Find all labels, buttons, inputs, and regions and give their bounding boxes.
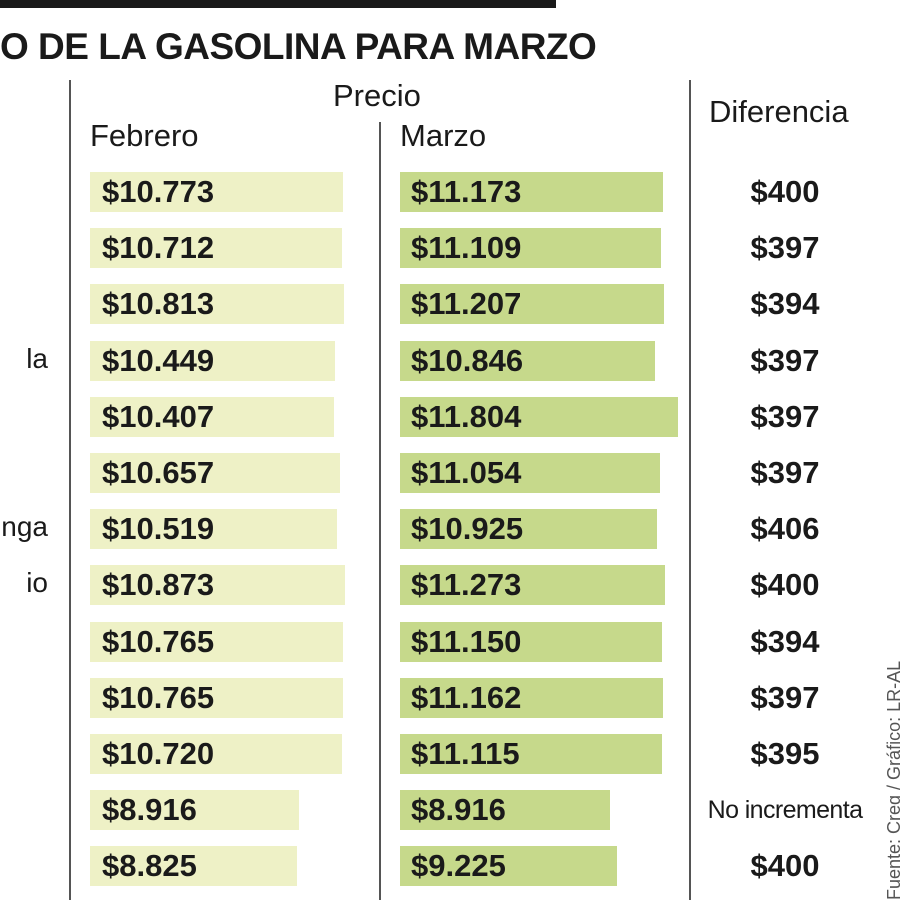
- value-marzo: $11.054: [411, 455, 522, 490]
- bar-marzo: [400, 790, 610, 830]
- value-marzo: $9.225: [411, 848, 506, 883]
- city-label: la: [26, 343, 48, 374]
- bar-febrero: [90, 622, 343, 662]
- bar-marzo: [400, 509, 657, 549]
- bar-febrero: [90, 453, 340, 493]
- difference-value: $406: [750, 511, 820, 546]
- value-marzo: $11.173: [411, 174, 522, 209]
- difference-value: $397: [750, 343, 820, 378]
- value-febrero: $10.813: [102, 286, 215, 321]
- value-febrero: $10.765: [102, 624, 215, 659]
- bar-febrero: [90, 565, 345, 605]
- bar-marzo: [400, 397, 678, 437]
- bar-febrero: [90, 284, 344, 324]
- bar-febrero: [90, 341, 335, 381]
- value-marzo: $11.150: [411, 624, 522, 659]
- bar-febrero: [90, 790, 299, 830]
- value-febrero: $10.449: [102, 343, 215, 378]
- value-febrero: $10.519: [102, 511, 215, 546]
- bar-marzo: [400, 678, 663, 718]
- chart-title: O DE LA GASOLINA PARA MARZO: [0, 26, 597, 67]
- value-febrero: $10.712: [102, 230, 215, 265]
- bar-marzo: [400, 565, 665, 605]
- bar-febrero: [90, 678, 343, 718]
- top-rule: [0, 0, 556, 8]
- bar-febrero: [90, 509, 337, 549]
- difference-value: $400: [750, 567, 820, 602]
- value-febrero: $10.407: [102, 399, 215, 434]
- header-febrero: Febrero: [90, 118, 199, 153]
- value-febrero: $10.873: [102, 567, 215, 602]
- value-febrero: $10.773: [102, 174, 215, 209]
- divider-right: [689, 80, 691, 900]
- header-precio: Precio: [333, 78, 421, 113]
- value-marzo: $11.162: [411, 680, 522, 715]
- bar-marzo: [400, 453, 660, 493]
- value-marzo: $11.115: [411, 736, 520, 771]
- difference-value: No incrementa: [707, 796, 863, 824]
- divider-middle: [379, 122, 381, 900]
- difference-value: $394: [750, 624, 820, 659]
- bar-marzo: [400, 622, 662, 662]
- difference-value: $395: [750, 736, 820, 771]
- difference-value: $394: [750, 286, 820, 321]
- bar-febrero: [90, 734, 342, 774]
- header-marzo: Marzo: [400, 118, 487, 153]
- value-marzo: $10.925: [411, 511, 524, 546]
- bar-marzo: [400, 172, 663, 212]
- city-label: nga: [1, 511, 48, 542]
- bar-febrero: [90, 846, 297, 886]
- value-marzo: $11.207: [411, 286, 522, 321]
- city-label: io: [26, 567, 48, 598]
- divider-left: [69, 80, 71, 900]
- difference-value: $400: [750, 848, 820, 883]
- difference-value: $397: [750, 455, 820, 490]
- bar-marzo: [400, 228, 661, 268]
- bar-febrero: [90, 397, 334, 437]
- value-febrero: $10.765: [102, 680, 215, 715]
- value-marzo: $8.916: [411, 792, 506, 827]
- value-marzo: $11.273: [411, 567, 522, 602]
- bar-marzo: [400, 846, 617, 886]
- bar-febrero: [90, 228, 342, 268]
- difference-value: $397: [750, 230, 820, 265]
- header-diferencia: Diferencia: [709, 94, 849, 129]
- difference-value: $397: [750, 399, 820, 434]
- value-febrero: $10.720: [102, 736, 215, 771]
- bar-marzo: [400, 341, 655, 381]
- difference-value: $400: [750, 174, 820, 209]
- value-marzo: $11.109: [411, 230, 522, 265]
- value-marzo: $10.846: [411, 343, 524, 378]
- source-note: Fuente: Creg / Gráfico: LR-AL: [884, 660, 900, 900]
- bar-marzo: [400, 284, 664, 324]
- value-febrero: $8.825: [102, 848, 197, 883]
- value-marzo: $11.804: [411, 399, 522, 434]
- value-febrero: $10.657: [102, 455, 215, 490]
- bar-febrero: [90, 172, 343, 212]
- value-febrero: $8.916: [102, 792, 197, 827]
- bar-marzo: [400, 734, 662, 774]
- difference-value: $397: [750, 680, 820, 715]
